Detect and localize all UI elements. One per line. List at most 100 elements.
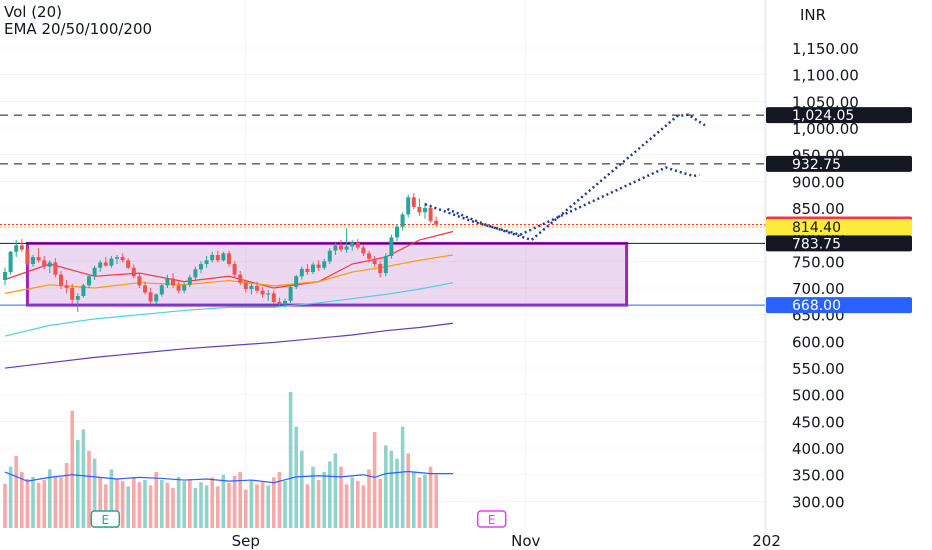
currency-label: INR: [800, 6, 827, 24]
candle-body: [92, 267, 97, 277]
volume-bar: [232, 475, 237, 528]
candle-body: [159, 285, 164, 295]
volume-bar: [25, 478, 30, 528]
candle-body: [428, 208, 433, 221]
price-tick-label: 550.00: [792, 360, 845, 378]
volume-bar: [339, 466, 343, 528]
volume-bar: [372, 432, 377, 528]
candle-body: [221, 253, 226, 261]
candle-body: [238, 274, 243, 283]
ema-line-3: [4, 322, 454, 369]
volume-bar: [238, 472, 242, 528]
candle-body: [204, 260, 209, 265]
candle-body: [137, 276, 142, 286]
candle-body: [148, 292, 153, 302]
candle-body: [53, 262, 58, 275]
candle-body: [210, 254, 215, 261]
candle-body: [411, 197, 416, 207]
volume-bar: [182, 481, 186, 528]
candle-body: [103, 262, 108, 266]
volume-bar: [428, 466, 433, 528]
candles-layer: [3, 193, 439, 313]
candle-body: [355, 242, 360, 248]
volume-bar: [395, 458, 399, 528]
volume-bar: [53, 475, 58, 528]
volume-bar: [3, 483, 7, 528]
volume-bar: [20, 472, 24, 528]
candle-body: [120, 257, 125, 261]
volume-bar: [384, 445, 388, 528]
volume-bar: [70, 410, 74, 528]
volume-bar: [378, 478, 382, 528]
candle-body: [423, 208, 427, 213]
candle-body: [389, 237, 394, 257]
volume-bar: [266, 485, 270, 528]
candle-body: [294, 276, 299, 287]
price-tick-label: 750.00: [792, 253, 845, 271]
price-tick-label: 350.00: [792, 467, 845, 485]
grid: [0, 0, 768, 550]
candle-body: [19, 245, 24, 250]
earnings-badge-text: E: [102, 513, 110, 527]
candle-body: [333, 245, 338, 251]
volume-layer: [3, 392, 453, 528]
volume-ma-line: [4, 470, 453, 484]
price-tag-text: 783.75: [792, 236, 841, 252]
candle-body: [243, 282, 248, 290]
price-tag-bg: [766, 107, 912, 124]
candle-body: [64, 285, 69, 289]
price-tick-label: 1,050.00: [792, 93, 859, 111]
volume-indicator-label[interactable]: Vol (20): [4, 3, 63, 21]
price-tick-label: 900.00: [792, 173, 845, 191]
volume-bar: [255, 484, 259, 528]
time-tick-label: Sep: [232, 532, 260, 550]
candle-body: [260, 290, 265, 295]
candle-body: [383, 256, 388, 274]
candle-body: [98, 262, 103, 268]
price-tag-bg: [766, 155, 912, 172]
candle-body: [126, 260, 131, 268]
volume-bar: [76, 440, 80, 528]
volume-bar: [14, 456, 18, 528]
candle-body: [434, 220, 439, 225]
candle-body: [47, 262, 52, 267]
candle-body: [165, 278, 170, 286]
volume-bar: [350, 477, 354, 528]
candle-body: [361, 247, 366, 254]
price-tick-label: 1,000.00: [792, 120, 859, 138]
volume-bar: [227, 482, 231, 528]
time-tick-label: Nov: [511, 532, 540, 550]
price-tag-bg: [766, 235, 912, 252]
volume-bar: [199, 482, 203, 528]
candle-body: [288, 286, 293, 301]
price-tick-label: 400.00: [792, 440, 845, 458]
volume-bar: [400, 426, 405, 528]
volume-bar: [8, 466, 13, 528]
volume-bar: [126, 486, 130, 528]
volume-bar: [148, 485, 153, 528]
volume-bar: [204, 485, 209, 528]
ema-indicator-label[interactable]: EMA 20/50/100/200: [4, 20, 153, 38]
volume-bar: [367, 469, 371, 528]
volume-bar: [221, 474, 226, 528]
time-axis[interactable]: Sep Nov 202: [232, 532, 781, 550]
price-tick-label: 850.00: [792, 200, 845, 218]
earnings-badge: [90, 510, 121, 528]
volume-bar: [42, 480, 46, 528]
candle-body: [232, 264, 237, 275]
candle-body: [3, 272, 7, 281]
candle-body: [339, 245, 343, 250]
candle-body: [171, 278, 175, 286]
candle-body: [327, 250, 332, 262]
price-tag-text: 814.40: [792, 220, 841, 236]
volume-bar: [137, 482, 142, 528]
volume-bar: [160, 480, 164, 528]
volume-bar: [193, 488, 198, 528]
volume-bar: [434, 474, 438, 528]
candle-body: [277, 301, 282, 305]
volume-bar: [104, 484, 108, 528]
candle-body: [59, 274, 63, 286]
volume-bar: [132, 477, 136, 528]
